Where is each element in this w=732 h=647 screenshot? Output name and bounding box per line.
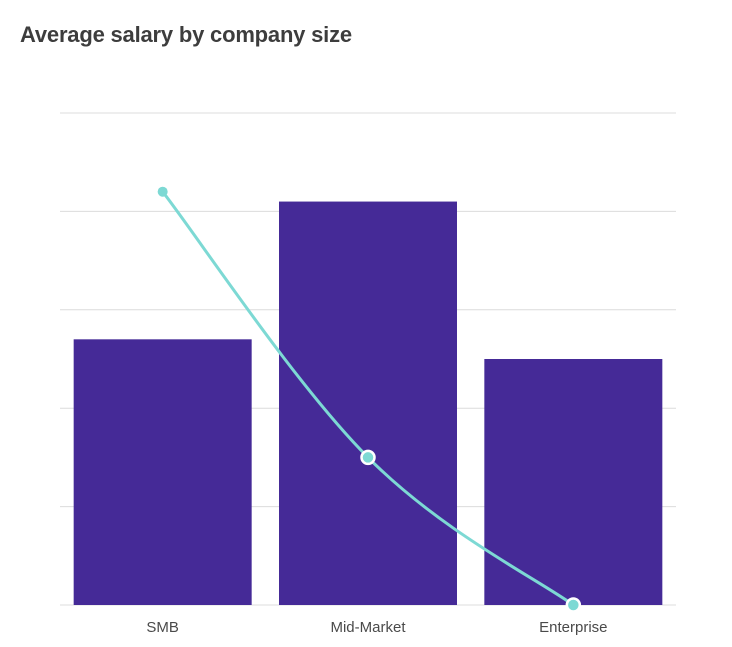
line-point-2 — [565, 597, 582, 613]
line-series — [161, 190, 575, 607]
line-point-1 — [360, 449, 376, 466]
x-tick-label-0: SMB — [146, 619, 179, 636]
x-tick-label-1: Mid-Market — [330, 619, 406, 636]
bar-mid-market — [279, 201, 457, 605]
x-tick-label-2: Enterprise — [539, 619, 607, 636]
line-point-0 — [157, 186, 168, 197]
bar-enterprise — [484, 359, 663, 605]
chart-title: Average salary by company size — [20, 22, 352, 47]
bar-smb — [73, 339, 252, 605]
